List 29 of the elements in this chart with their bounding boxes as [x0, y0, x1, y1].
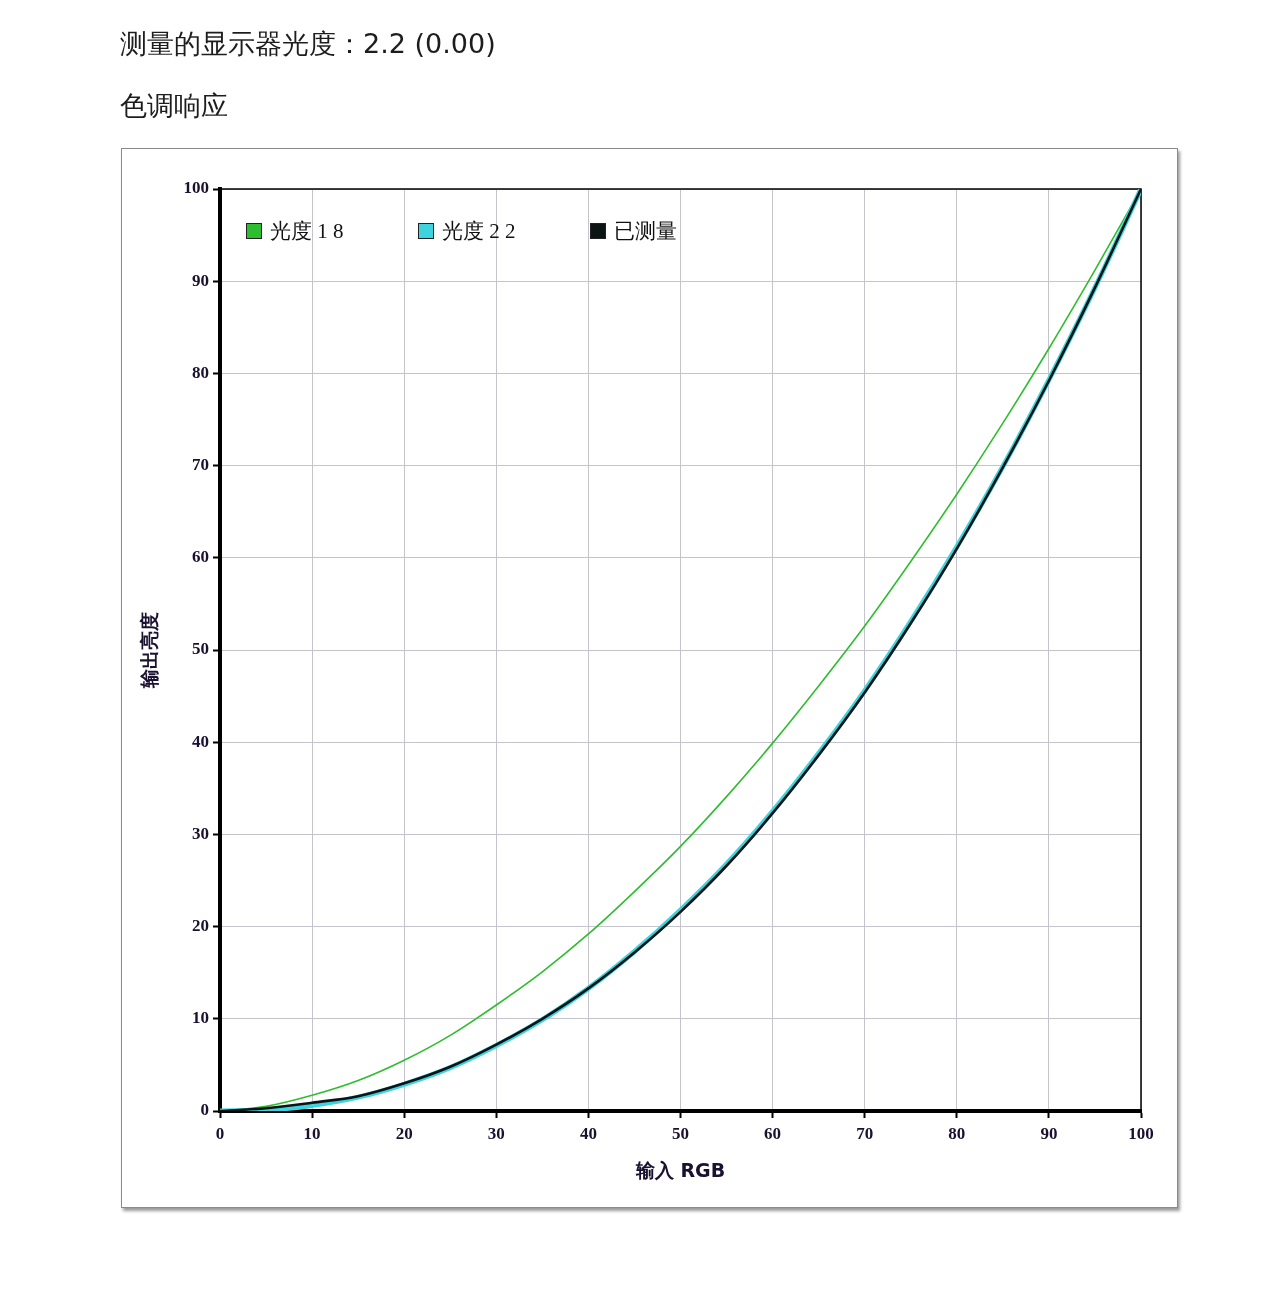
x-tick-label: 70	[856, 1123, 874, 1143]
y-tick-label: 60	[192, 547, 209, 567]
y-tick-label: 90	[192, 270, 209, 290]
y-tick-label: 10	[192, 1008, 209, 1028]
x-axis-title: 输入 RGB	[634, 1158, 726, 1181]
x-tick-label: 80	[948, 1123, 966, 1143]
x-tick-label: 10	[303, 1123, 321, 1143]
x-tick-label: 100	[1128, 1123, 1154, 1143]
y-axis-title: 输出亮度	[138, 612, 161, 689]
chart-subtitle: 色调响应	[120, 89, 228, 123]
y-tick-label: 40	[192, 731, 209, 751]
legend-label: 已测量	[614, 218, 677, 245]
y-tick-label: 70	[192, 454, 209, 474]
x-tick-label: 40	[579, 1123, 597, 1143]
y-tick-label: 20	[192, 915, 209, 935]
y-tick-label: 30	[192, 823, 209, 843]
legend-label: 光度 2 2	[442, 218, 516, 245]
legend-label: 光度 1 8	[270, 218, 344, 245]
y-tick-label: 0	[200, 1100, 209, 1120]
x-tick-label: 90	[1040, 1123, 1058, 1143]
x-tick-label: 30	[487, 1123, 505, 1143]
x-tick-label: 50	[672, 1123, 689, 1143]
y-tick-label: 100	[183, 178, 209, 198]
x-tick-label: 0	[215, 1123, 225, 1143]
x-tick-label: 20	[395, 1123, 413, 1143]
y-tick-label: 50	[192, 639, 209, 659]
y-tick-label: 80	[192, 362, 209, 382]
chart-title: 测量的显示器光度：2.2 (0.00)	[120, 27, 496, 61]
x-tick-label: 60	[764, 1123, 782, 1143]
